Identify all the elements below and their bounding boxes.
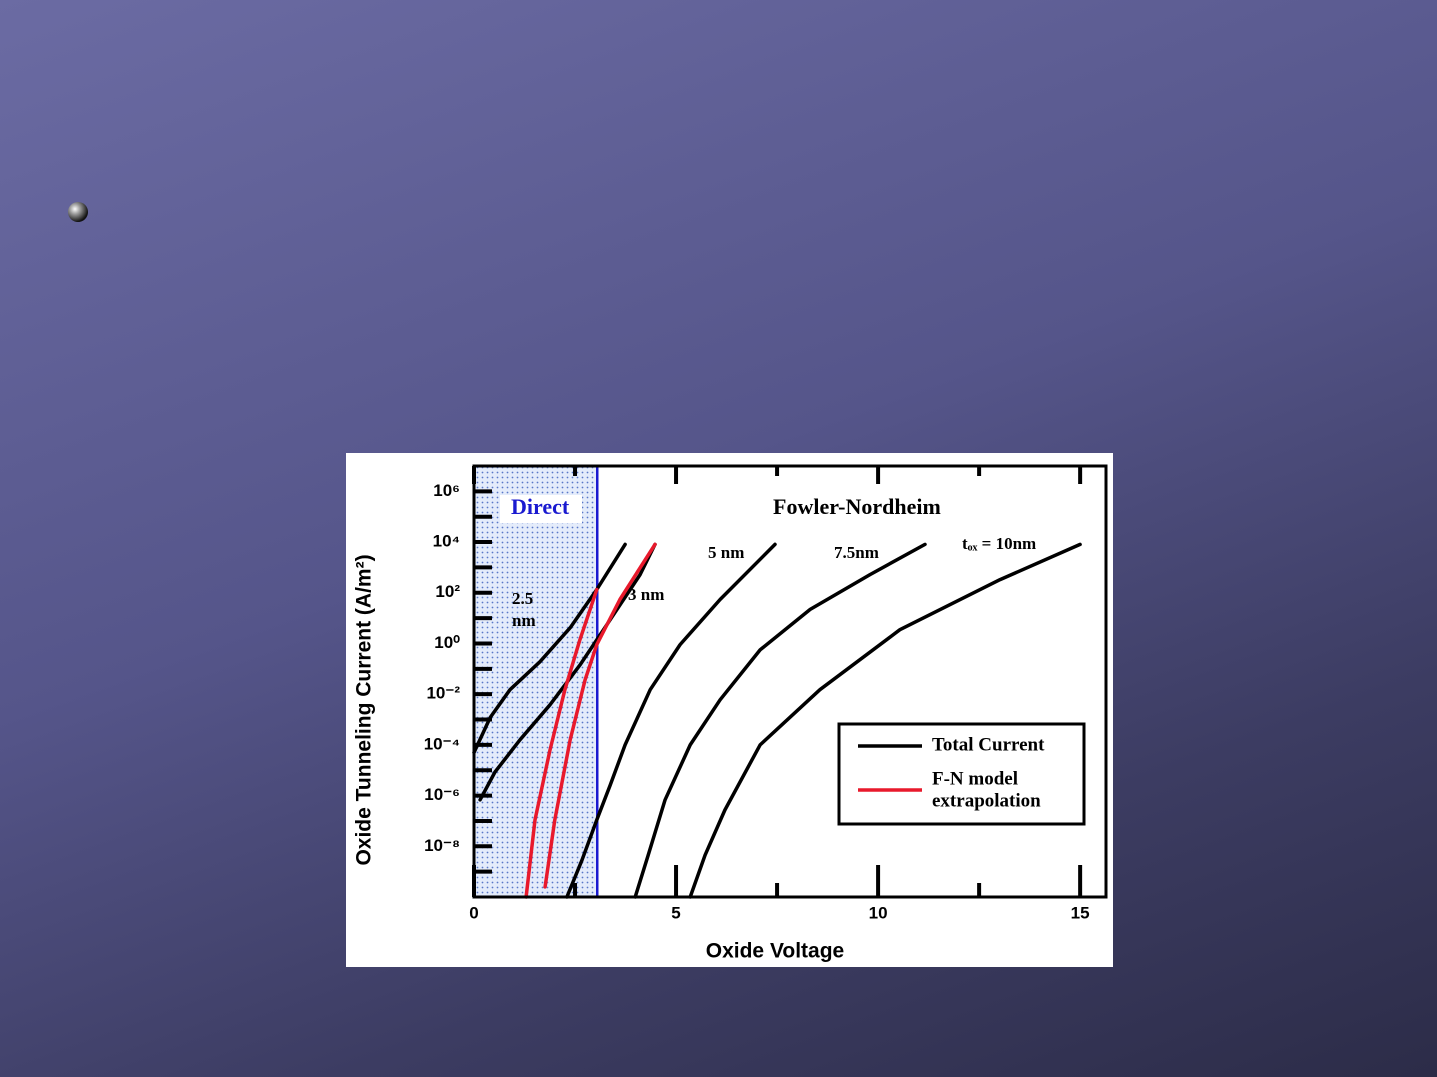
plot-frame (472, 464, 1108, 899)
y-tick-label: 10⁻⁶ (424, 785, 460, 804)
y-tick-label: 10⁻² (426, 684, 460, 703)
y-tick-label: 10² (435, 582, 460, 601)
curve-label: 2.5 (512, 589, 533, 608)
y-tick-label: 10⁻⁴ (424, 734, 460, 753)
y-axis-title: Oxide Tunneling Current (A/m²) (353, 554, 376, 865)
curve (633, 542, 927, 899)
curve-label: 5 nm (708, 543, 744, 562)
curve (543, 542, 657, 889)
legend-label: Total Current (932, 734, 1045, 755)
curve-label: 7.5nm (834, 543, 879, 562)
region-label: Fowler-Nordheim (773, 494, 941, 519)
chart: 10⁻⁸ 10⁻⁶ 10⁻⁴ 10⁻² 10⁰ 10² 10⁴ 10⁶ 0 5 10 15 2.5 nm 3… (353, 464, 1108, 963)
chart-background (346, 453, 1113, 967)
curve (524, 587, 599, 899)
curve-label: 3 nm (628, 585, 664, 604)
x-axis-title: Oxide Voltage (706, 940, 844, 963)
legend-label: extrapolation (932, 790, 1041, 811)
y-tick-label: 10⁰ (434, 633, 460, 652)
direct-region (474, 466, 598, 897)
curve-label: nm (512, 611, 536, 630)
region-label: Direct (511, 494, 570, 519)
y-tick-label: 10⁴ (433, 532, 460, 551)
x-tick-label: 5 (671, 903, 680, 922)
y-tick-label: 10⁶ (433, 481, 460, 500)
legend-label: F-N model (932, 768, 1018, 789)
direct-label-bg (500, 495, 582, 523)
curve (688, 542, 1082, 899)
curve-label: tₒₓ = 10nm (962, 534, 1036, 553)
x-tick-label: 10 (869, 903, 888, 922)
bullet (68, 202, 88, 222)
x-tick-label: 15 (1071, 903, 1090, 922)
x-tick-label: 0 (469, 903, 478, 922)
curve (565, 542, 777, 899)
y-tick-label: 10⁻⁸ (424, 836, 460, 855)
legend-box (837, 722, 1086, 826)
